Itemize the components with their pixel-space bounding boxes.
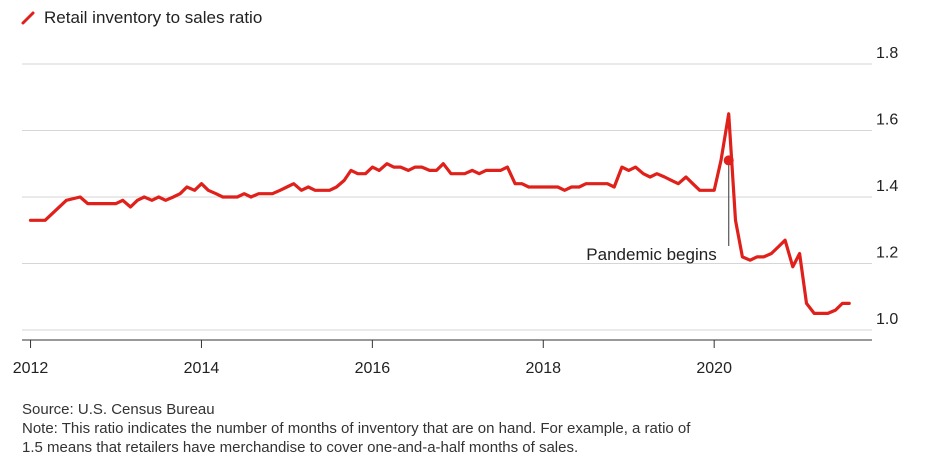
y-tick-label: 1.2 bbox=[876, 245, 898, 262]
x-tick-label: 2018 bbox=[525, 360, 561, 377]
y-tick-label: 1.6 bbox=[876, 111, 898, 128]
note-text-line-2: 1.5 means that retailers have merchandis… bbox=[22, 439, 579, 456]
series-group bbox=[28, 112, 851, 315]
annotation-point bbox=[723, 155, 734, 166]
y-axis: 1.0 1.2 1.4 1.6 1.8 bbox=[876, 45, 898, 328]
annotation-label: Pandemic begins bbox=[586, 245, 716, 264]
chart: 1.0 1.2 1.4 1.6 1.8 2012 2014 2016 2018 2020 Pan… bbox=[13, 45, 899, 377]
annotation-group: Pandemic begins bbox=[586, 155, 734, 264]
legend-line-icon bbox=[21, 11, 35, 25]
grid-lines bbox=[22, 63, 872, 341]
note-text-line-1: Note: This ratio indicates the number of… bbox=[22, 420, 691, 437]
x-tick-label: 2014 bbox=[184, 360, 220, 377]
x-tick-label: 2016 bbox=[355, 360, 391, 377]
y-tick-label: 1.4 bbox=[876, 178, 898, 195]
series-line-0 bbox=[28, 112, 851, 315]
y-tick-label: 1.0 bbox=[876, 311, 898, 328]
footer: Source: U.S. Census Bureau Note: This ra… bbox=[22, 400, 922, 457]
legend: Retail inventory to sales ratio bbox=[20, 6, 262, 30]
source-text: Source: U.S. Census Bureau bbox=[22, 401, 215, 418]
x-tick-label: 2012 bbox=[13, 360, 49, 377]
x-axis: 2012 2014 2016 2018 2020 bbox=[13, 340, 732, 377]
legend-label: Retail inventory to sales ratio bbox=[44, 8, 263, 27]
y-tick-label: 1.8 bbox=[876, 45, 898, 62]
x-tick-label: 2020 bbox=[696, 360, 732, 377]
